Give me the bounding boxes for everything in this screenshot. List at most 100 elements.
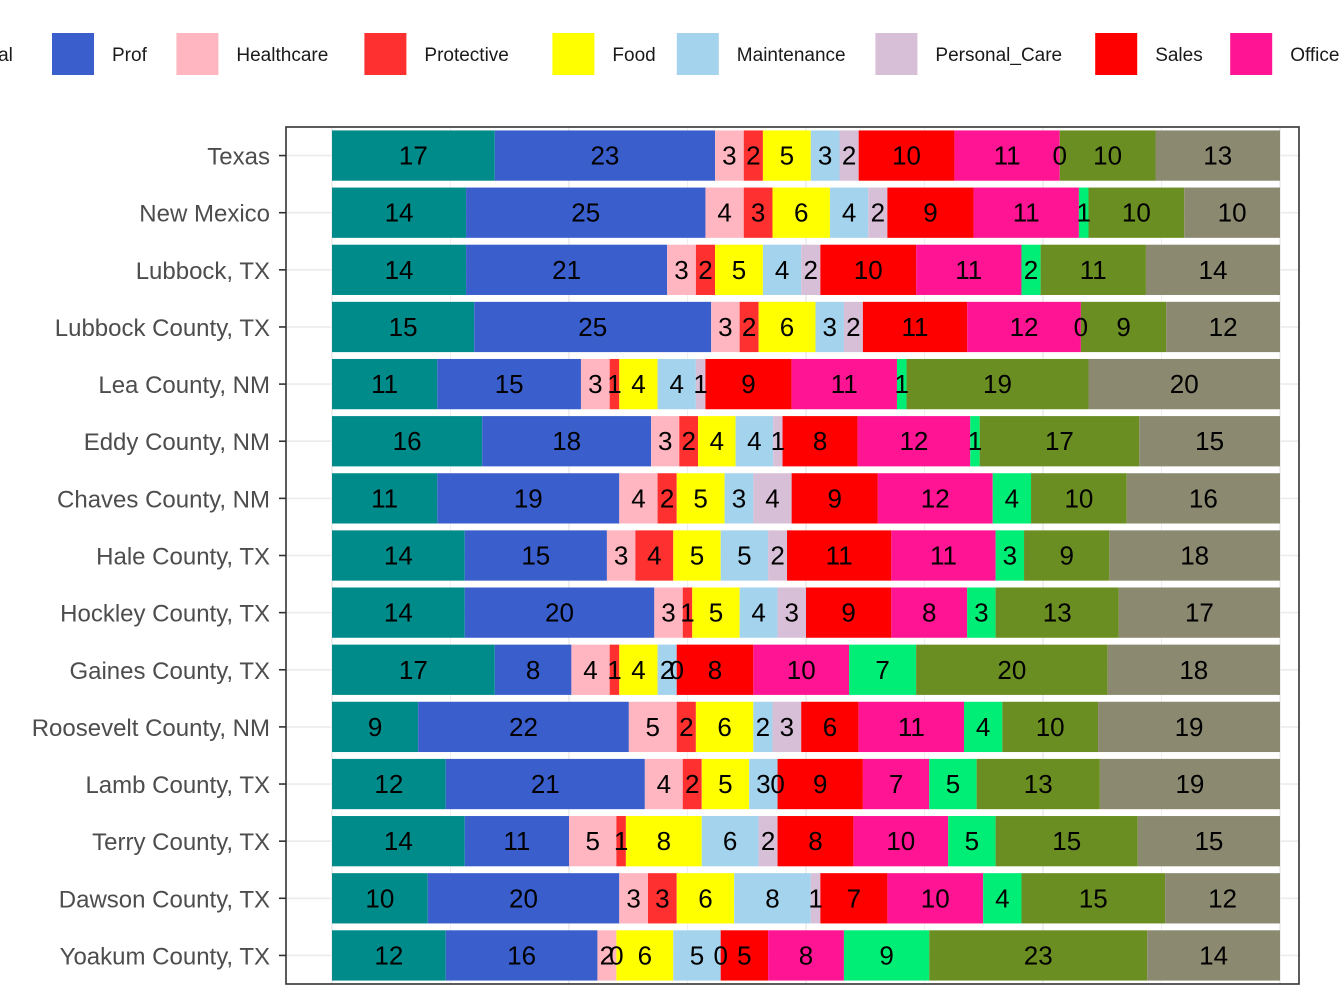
data-label: 2: [681, 426, 695, 456]
bar-segment-office: [891, 530, 996, 581]
y-tick-label: Hockley County, TX: [60, 601, 270, 628]
data-label: 5: [718, 769, 732, 799]
bar-segment-sales: [720, 930, 769, 981]
data-label: 1: [808, 883, 822, 913]
bar-segment-managerial: [332, 130, 495, 181]
data-label: 7: [889, 769, 903, 799]
bar-segment-protective: [657, 473, 677, 524]
data-label: 17: [399, 655, 428, 685]
bar-segment-construction: [976, 758, 1100, 810]
bar-segment-production: [1137, 816, 1280, 867]
data-label: 19: [983, 369, 1012, 399]
legend: erial Prof Healthcare Protective Food Mainten…: [0, 33, 1339, 75]
data-label: 20: [545, 598, 574, 628]
bar-segment-managerial: [332, 816, 465, 867]
data-label: 11: [831, 369, 858, 399]
bar-segment-food: [695, 701, 754, 753]
data-label: 5: [690, 940, 704, 970]
bar-segment-production: [1098, 701, 1280, 753]
data-label: 19: [514, 483, 543, 513]
bar-segment-managerial: [332, 187, 467, 238]
bar-segment-prof: [445, 758, 645, 810]
bar-segment-sales: [676, 644, 754, 695]
bar-segment-office: [753, 644, 850, 695]
data-label: 2: [804, 255, 818, 285]
bar-segment-food: [619, 644, 658, 695]
bar-segment-production: [1099, 758, 1280, 810]
bar-segment-food: [701, 758, 750, 810]
data-label: 1: [607, 655, 621, 685]
data-label: 2: [698, 255, 712, 285]
bar-segment-prof: [466, 244, 668, 295]
data-label: 4: [647, 541, 661, 571]
data-label: 0: [609, 940, 623, 970]
data-label: 3: [661, 598, 675, 628]
data-label: 3: [818, 141, 832, 171]
data-label: 16: [507, 940, 536, 970]
bar-segment-protective: [695, 244, 716, 295]
bar-segment-office: [954, 130, 1060, 181]
data-label: 0: [1053, 141, 1067, 171]
bar-segment-personal-care: [758, 816, 778, 867]
data-label: 5: [646, 712, 660, 742]
data-label: 3: [780, 712, 794, 742]
bar-segment-protective: [609, 644, 620, 695]
bar-segment-construction: [906, 358, 1089, 410]
bar-segment-sales: [887, 187, 974, 238]
data-label: 15: [1194, 826, 1223, 856]
bar-segment-managerial: [332, 530, 465, 581]
bar-segment-construction: [1002, 701, 1099, 753]
bar-segment-production: [1139, 416, 1280, 467]
data-label: 18: [552, 426, 581, 456]
bar-segment-ag: [992, 473, 1032, 524]
bar-segment-personal-care: [768, 530, 788, 581]
bar-segment-managerial: [332, 473, 438, 524]
data-label: 1: [680, 598, 694, 628]
data-label: 18: [1180, 541, 1209, 571]
bar-segment-sales: [820, 244, 917, 295]
bar-segment-office: [973, 187, 1079, 238]
data-label: 2: [679, 712, 693, 742]
bar-segment-construction: [916, 644, 1108, 695]
bar-segment-protective: [648, 873, 677, 924]
legend-label: Maintenance: [737, 45, 846, 66]
bar-segment-ag: [964, 701, 1003, 753]
data-label: 8: [765, 883, 779, 913]
bar-segment-maintenance: [657, 358, 696, 410]
bar-segment-sales: [858, 130, 955, 181]
bar-segment-healthcare: [571, 644, 610, 695]
bar-segment-managerial: [332, 644, 495, 695]
bar-segment-office: [857, 416, 971, 467]
bar-segment-personal-care: [843, 301, 863, 353]
data-label: 5: [693, 483, 707, 513]
data-label: 17: [1185, 598, 1214, 628]
bar-segment-healthcare: [651, 416, 680, 467]
bar-segment-construction: [1031, 473, 1127, 524]
bar-segment-food: [715, 244, 763, 295]
bar-segment-personal-care: [801, 244, 821, 295]
bar-segment-personal-care: [695, 358, 706, 410]
y-tick-label: Hale County, TX: [96, 544, 270, 571]
y-tick-label: Yoakum County, TX: [60, 943, 270, 970]
data-label: 0: [1074, 312, 1088, 342]
bar-segment-personal-care: [772, 701, 802, 753]
data-label: 8: [657, 826, 671, 856]
bar-segment-construction: [1080, 301, 1167, 353]
bar-segment-production: [1145, 244, 1280, 295]
data-label: 19: [1175, 712, 1204, 742]
bar-segment-prof: [437, 473, 620, 524]
data-label: 15: [1079, 883, 1108, 913]
bar-segment-personal-care: [810, 873, 821, 924]
data-label: 15: [1052, 826, 1081, 856]
bar-segment-personal-care: [773, 416, 783, 467]
data-label: 5: [732, 255, 746, 285]
data-label: 11: [371, 483, 398, 513]
data-label: 3: [588, 369, 602, 399]
y-axis: Texas New Mexico Lubbock, TX Lubbock County…: [32, 144, 286, 970]
y-tick-label: Lea County, NM: [98, 372, 270, 399]
bar-segment-prof: [494, 130, 716, 181]
data-label: 25: [578, 312, 607, 342]
bar-segment-protective: [616, 816, 626, 867]
